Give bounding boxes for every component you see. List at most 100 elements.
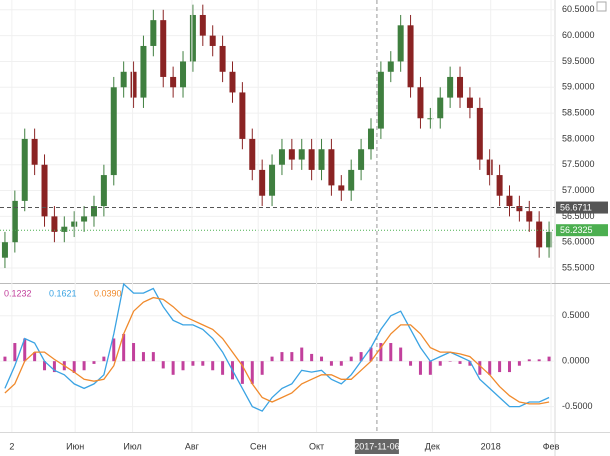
candle-body — [229, 71, 236, 93]
histogram-bar — [191, 361, 195, 366]
candle-body — [377, 71, 384, 129]
histogram-bar — [329, 361, 333, 366]
histogram-bar — [280, 352, 284, 362]
histogram-bar — [438, 361, 442, 366]
y-tick-label: 56.0000 — [562, 237, 595, 247]
histogram-bar — [221, 361, 225, 375]
candle-body — [209, 35, 216, 46]
histogram-bar — [300, 347, 304, 362]
candle-body — [506, 195, 513, 207]
candle-body — [397, 25, 404, 62]
price-label-box — [556, 224, 608, 237]
y-tick-label: 57.0000 — [562, 185, 595, 195]
y-tick-label: 0.0000 — [562, 356, 590, 366]
y-tick-label: 0.5000 — [562, 310, 590, 320]
candle-body — [496, 175, 503, 196]
candle-body — [130, 71, 137, 98]
candle-body — [1, 242, 8, 258]
candle-body — [150, 20, 157, 46]
histogram-bar — [171, 361, 175, 375]
candle-body — [110, 87, 117, 176]
histogram-bar — [82, 361, 86, 371]
y-tick-label: 57.5000 — [562, 159, 595, 169]
histogram-bar — [151, 352, 155, 362]
histogram-bar — [488, 361, 492, 375]
histogram-bar — [369, 347, 373, 362]
candle-body — [407, 25, 414, 88]
histogram-bar — [181, 361, 185, 371]
x-tick-label: Сен — [250, 441, 267, 451]
histogram-bar — [468, 361, 472, 366]
histogram-bar — [310, 353, 314, 362]
candle-body — [526, 211, 533, 222]
histogram-bar — [23, 338, 27, 362]
candle-body — [180, 61, 187, 88]
candle-body — [466, 97, 473, 108]
histogram-bar — [458, 361, 462, 364]
histogram-bar — [428, 361, 432, 375]
histogram-bar — [320, 356, 324, 362]
candle-body — [427, 118, 434, 120]
candle-body — [259, 169, 266, 196]
histogram-bar — [102, 356, 106, 362]
histogram-bar — [240, 361, 244, 384]
histogram-bar — [448, 361, 452, 362]
candle-body — [536, 221, 543, 248]
candle-body — [269, 164, 276, 196]
legend-value: 0.1621 — [49, 288, 77, 298]
legend-value: 0.0390 — [94, 288, 122, 298]
x-tick-label: Июл — [123, 441, 141, 451]
histogram-bar — [349, 356, 353, 362]
settings-icon[interactable] — [596, 1, 607, 12]
histogram-bar — [498, 361, 502, 373]
histogram-bar — [418, 361, 422, 375]
candle-body — [447, 76, 454, 98]
candle-body — [160, 20, 167, 77]
candle-body — [387, 61, 394, 72]
histogram-bar — [517, 361, 521, 366]
histogram-bar — [132, 343, 136, 362]
histogram-bar — [290, 352, 294, 362]
candle-body — [249, 138, 256, 170]
candle-body — [239, 92, 246, 139]
histogram-bar — [537, 359, 541, 362]
histogram-bar — [201, 361, 205, 366]
candle-body — [338, 185, 345, 191]
candle-body — [318, 149, 325, 170]
histogram-bar — [250, 361, 254, 384]
candle-body — [367, 128, 374, 150]
histogram-bar — [389, 343, 393, 362]
x-tick-label: Авг — [185, 441, 200, 451]
candle-body — [61, 226, 68, 232]
crosshair-label: 2017-11-06 — [354, 441, 399, 451]
histogram-bar — [379, 343, 383, 362]
candle-body — [486, 159, 493, 176]
candle-body — [90, 206, 97, 217]
candle-body — [546, 231, 553, 248]
candle-body — [219, 45, 226, 72]
candle-body — [516, 206, 523, 212]
candle-body — [199, 14, 206, 36]
candle-body — [71, 221, 78, 227]
histogram-bar — [3, 356, 7, 362]
histogram-bar — [527, 359, 531, 362]
x-tick-label: Окт — [309, 441, 324, 451]
candle-body — [100, 175, 107, 207]
candle-body — [288, 149, 295, 160]
histogram-bar — [399, 347, 403, 362]
histogram-bar — [92, 361, 96, 364]
candle-body — [81, 216, 88, 222]
candle-body — [298, 149, 305, 160]
x-tick-label: Июн — [66, 441, 84, 451]
candle-body — [417, 87, 424, 119]
indicator-line — [4, 282, 550, 412]
y-tick-label: 58.5000 — [562, 107, 595, 117]
histogram-bar — [33, 352, 37, 362]
x-tick-label: Дек — [425, 441, 440, 451]
candle-body — [457, 76, 464, 98]
histogram-bar — [339, 361, 343, 366]
candle-body — [437, 97, 444, 119]
x-tick-label: Фев — [543, 441, 560, 451]
